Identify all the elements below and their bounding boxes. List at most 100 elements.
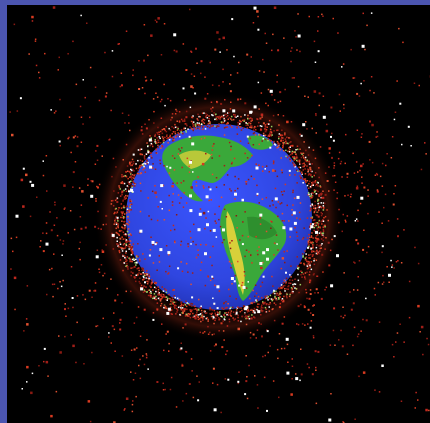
debris-particle [152, 145, 154, 148]
debris-particle [256, 184, 258, 187]
debris-particle [160, 295, 162, 297]
debris-particle [314, 180, 317, 182]
debris-particle [197, 254, 199, 256]
debris-particle [397, 260, 399, 262]
debris-particle [280, 139, 283, 142]
debris-particle [51, 283, 54, 286]
debris-particle [291, 289, 293, 291]
debris-particle [253, 127, 255, 129]
debris-particle [312, 244, 315, 246]
debris-particle [181, 307, 184, 309]
debris-particle [240, 115, 242, 118]
debris-particle [130, 180, 132, 182]
debris-particle [49, 211, 51, 213]
debris-particle [279, 148, 282, 151]
debris-particle [239, 98, 242, 100]
debris-particle [199, 208, 202, 210]
debris-particle [324, 202, 326, 205]
debris-particle [57, 287, 59, 290]
debris-particle [42, 174, 45, 177]
debris-particle [145, 356, 148, 359]
debris-particle [121, 302, 123, 304]
debris-particle [333, 174, 336, 177]
debris-particle [330, 393, 332, 395]
debris-particle [181, 312, 183, 314]
debris-particle [94, 163, 97, 165]
debris-particle [180, 118, 183, 121]
debris-particle [321, 197, 323, 199]
debris-particle [120, 207, 123, 209]
debris-particle [257, 125, 259, 127]
debris-particle [227, 118, 229, 120]
debris-particle [116, 198, 118, 200]
debris-particle [258, 108, 260, 110]
debris-particle [192, 115, 194, 117]
debris-particle [211, 114, 213, 116]
debris-particle [273, 143, 276, 145]
debris-particle [164, 307, 166, 309]
debris-particle [376, 189, 379, 191]
debris-particle [277, 101, 279, 104]
debris-particle [180, 131, 182, 133]
debris-particle [247, 118, 249, 120]
debris-particle [197, 176, 199, 178]
debris-particle [135, 395, 137, 398]
debris-particle [192, 128, 194, 130]
debris-particle [242, 285, 246, 289]
debris-particle [222, 109, 226, 113]
debris-particle [249, 331, 252, 334]
debris-particle [250, 56, 252, 58]
debris-particle [289, 160, 292, 162]
debris-particle [154, 141, 156, 143]
debris-particle [296, 148, 299, 151]
debris-particle [292, 211, 296, 215]
debris-particle [176, 110, 178, 112]
debris-particle [240, 320, 242, 323]
debris-particle [262, 132, 265, 135]
debris-particle [229, 295, 231, 297]
debris-particle [42, 232, 44, 234]
debris-particle [182, 43, 185, 45]
debris-particle [118, 234, 120, 236]
debris-particle [163, 165, 165, 167]
debris-particle [215, 177, 218, 179]
debris-particle [122, 223, 125, 226]
debris-particle [297, 13, 299, 15]
debris-particle [136, 255, 138, 257]
debris-particle [145, 127, 148, 130]
debris-particle [248, 122, 250, 124]
debris-particle [150, 285, 152, 288]
debris-particle [64, 335, 66, 338]
debris-particle [289, 141, 291, 144]
debris-particle [263, 134, 265, 137]
debris-particle [180, 342, 182, 344]
debris-particle [194, 92, 197, 95]
debris-particle [328, 166, 330, 168]
debris-particle [315, 237, 317, 240]
debris-particle [170, 119, 172, 121]
debris-particle [119, 238, 122, 240]
debris-particle [277, 129, 279, 131]
debris-particle [282, 139, 284, 142]
debris-particle [166, 165, 168, 168]
debris-particle [125, 250, 127, 253]
debris-particle [314, 222, 317, 225]
debris-particle [200, 320, 202, 323]
debris-particle [186, 302, 188, 304]
debris-particle [134, 262, 136, 264]
debris-particle [193, 305, 196, 307]
debris-particle [263, 127, 266, 130]
debris-particle [178, 111, 181, 113]
debris-particle [183, 192, 185, 194]
debris-particle [318, 176, 320, 179]
debris-particle [195, 256, 198, 259]
debris-particle [172, 140, 174, 142]
debris-particle [381, 185, 384, 187]
debris-particle [313, 219, 315, 222]
debris-particle [176, 311, 178, 313]
debris-particle [64, 207, 66, 209]
debris-particle [119, 259, 122, 261]
debris-particle [180, 302, 182, 304]
debris-particle [317, 239, 320, 241]
debris-particle [153, 293, 156, 295]
